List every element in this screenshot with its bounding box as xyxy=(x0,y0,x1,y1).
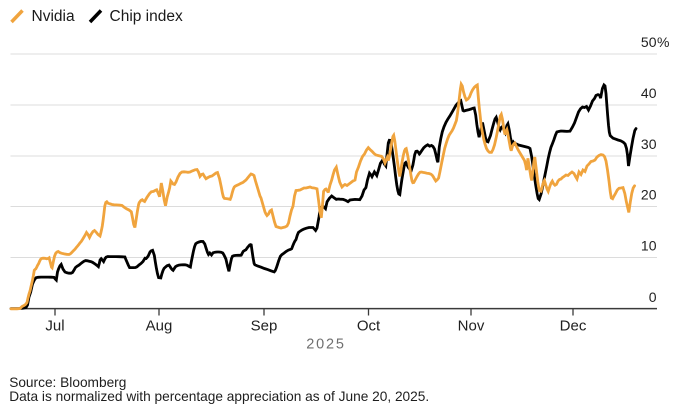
svg-text:Nvidia: Nvidia xyxy=(32,8,75,25)
svg-text:0: 0 xyxy=(649,289,657,305)
svg-text:Jul: Jul xyxy=(45,317,64,334)
svg-text:Data is normalized with percen: Data is normalized with percentage appre… xyxy=(9,389,429,404)
svg-text:40: 40 xyxy=(641,85,657,101)
svg-text:30: 30 xyxy=(641,136,657,152)
svg-text:10: 10 xyxy=(641,238,657,254)
svg-text:Sep: Sep xyxy=(251,317,278,334)
svg-text:20: 20 xyxy=(641,187,657,203)
svg-text:2025: 2025 xyxy=(306,337,345,353)
svg-text:50: 50 xyxy=(641,34,657,50)
svg-text:Source: Bloomberg: Source: Bloomberg xyxy=(9,375,126,390)
svg-text:Dec: Dec xyxy=(560,317,587,334)
svg-text:Oct: Oct xyxy=(357,317,381,334)
svg-text:Chip index: Chip index xyxy=(110,8,183,25)
svg-text:Aug: Aug xyxy=(146,317,173,334)
svg-text:%: % xyxy=(657,34,669,50)
svg-text:Nov: Nov xyxy=(458,317,485,334)
